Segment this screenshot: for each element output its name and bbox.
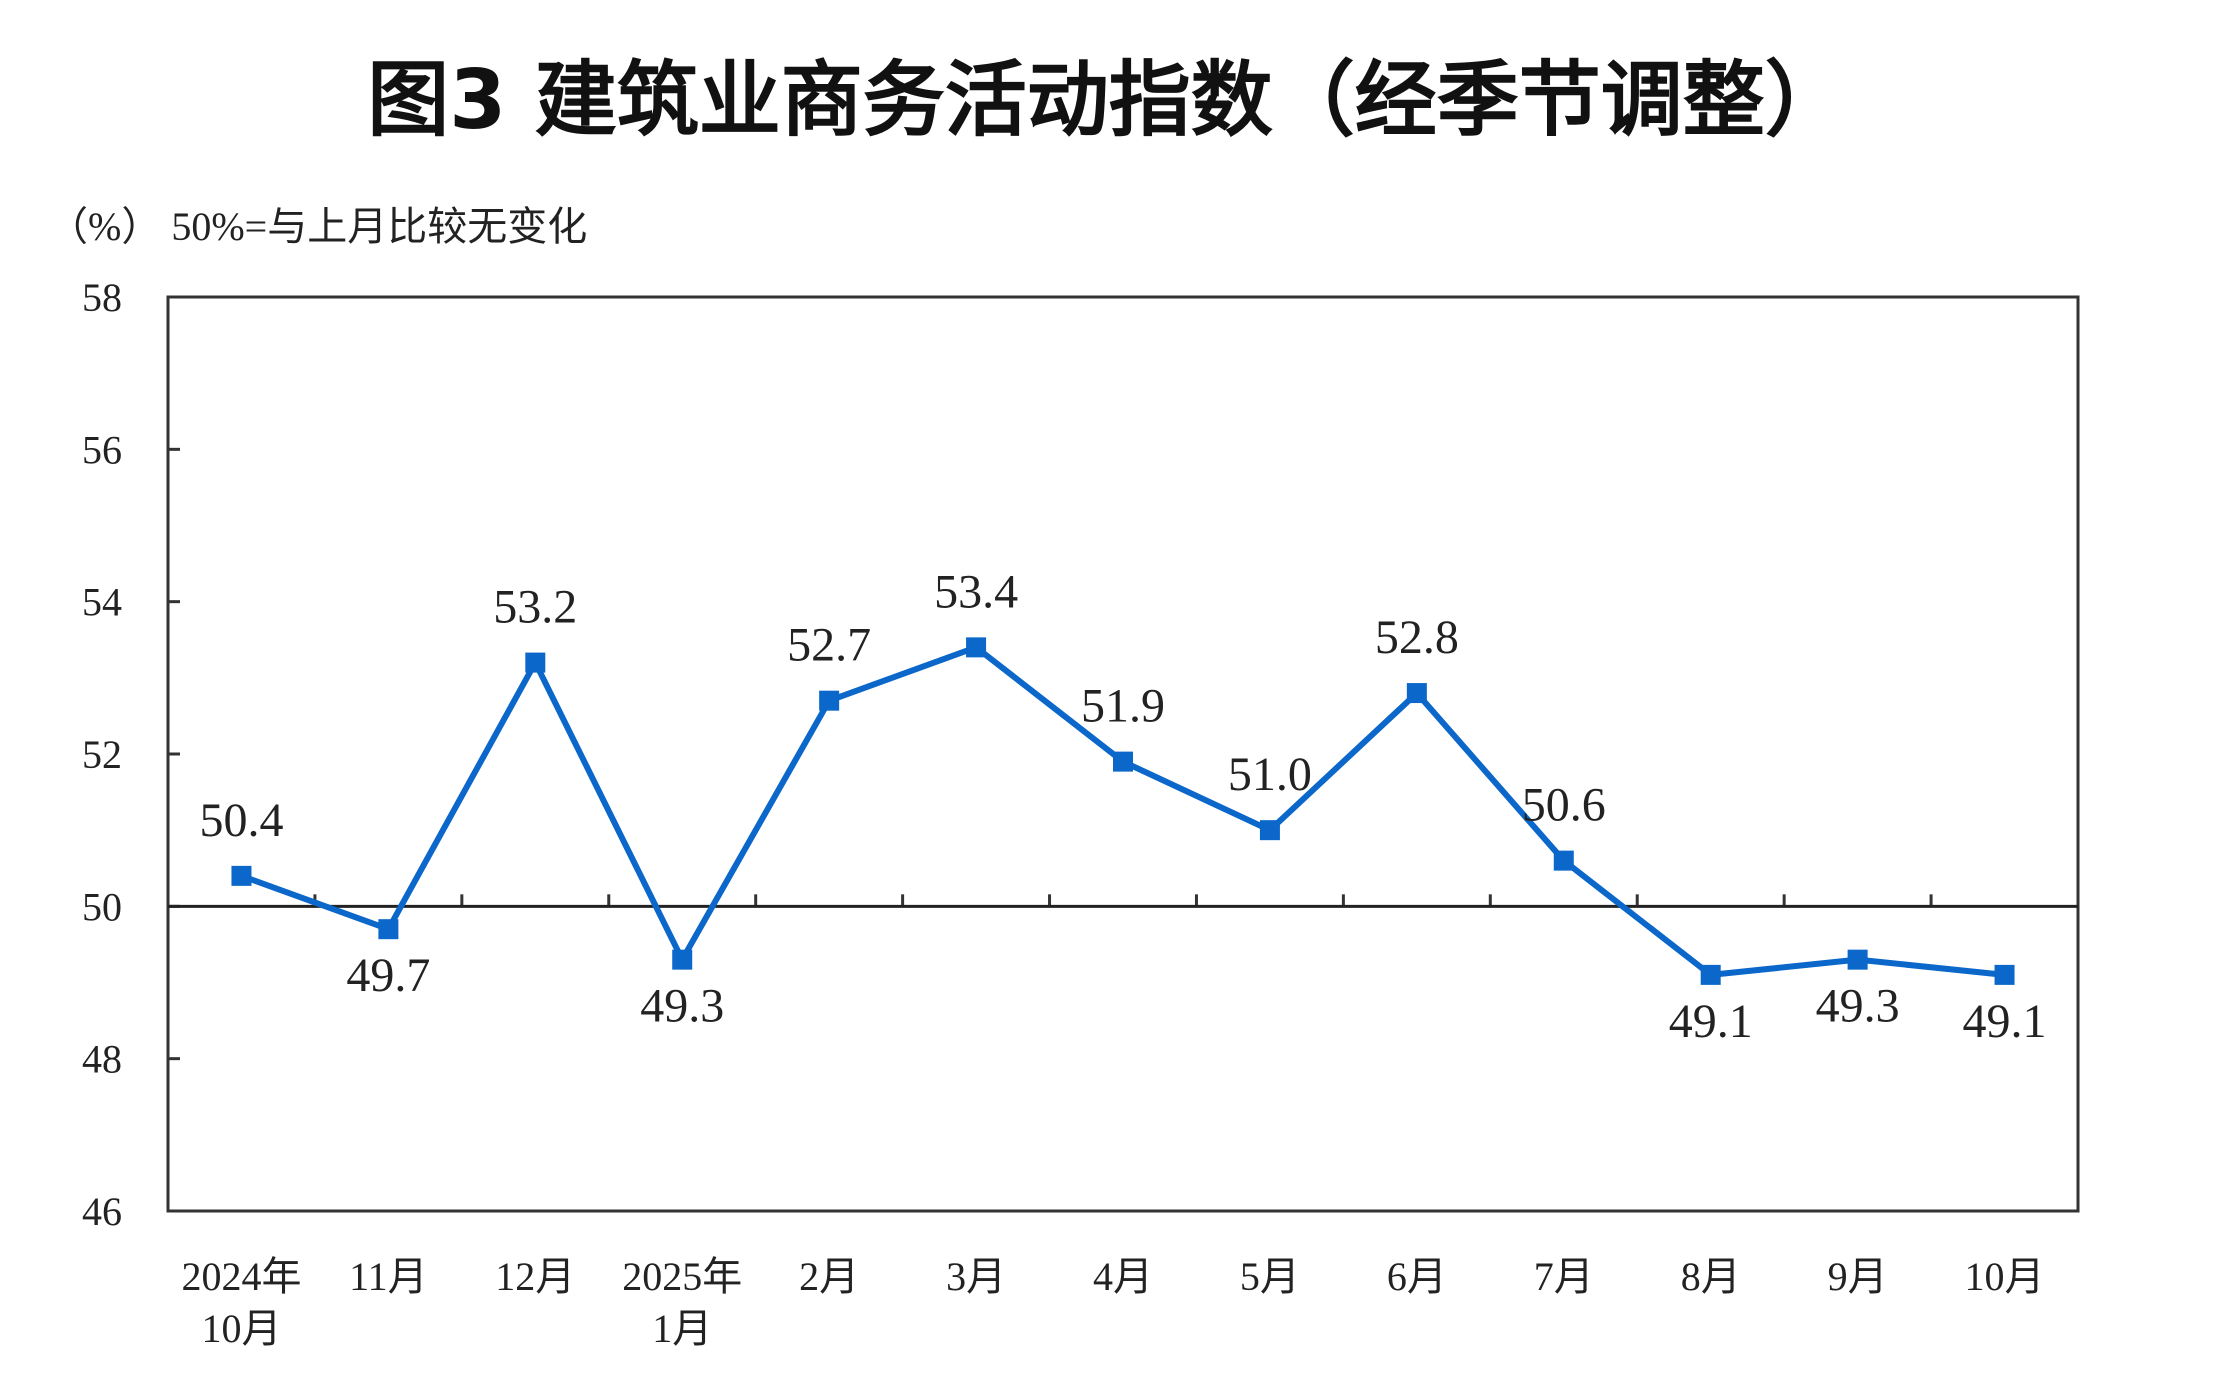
data-point-marker: [1113, 751, 1133, 772]
data-label: 49.1: [1669, 995, 1753, 1048]
series-line: 50.4 49.7 53.2 49.3 52.7 53.4 51.9 51.0 52.8 50.6…: [199, 565, 2046, 1048]
data-label: 52.7: [787, 619, 871, 672]
x-tick-label: 10月: [201, 1306, 281, 1351]
data-label: 49.7: [346, 949, 430, 1002]
x-tick-label: 4月: [1093, 1254, 1153, 1299]
data-label: 49.3: [1816, 980, 1900, 1033]
data-point-marker: [1847, 949, 1868, 970]
data-label: 49.1: [1963, 995, 2047, 1048]
data-point-marker: [231, 865, 252, 886]
x-tick-label: 9月: [1828, 1254, 1888, 1299]
y-tick-label: 58: [82, 275, 122, 320]
data-point-marker: [672, 949, 693, 970]
y-tick-label: 50: [82, 884, 122, 929]
data-label: 53.4: [934, 565, 1018, 618]
x-tick-label: 2024年: [181, 1254, 301, 1299]
chart-title: 图3 建筑业商务活动指数（经季节调整）: [367, 53, 1847, 148]
y-tick-label: 56: [82, 427, 122, 472]
data-point-marker: [1700, 964, 1721, 985]
x-tick-label: 12月: [495, 1254, 575, 1299]
x-tick-label: 2月: [799, 1254, 859, 1299]
data-point-marker: [525, 652, 546, 673]
x-axis: 2024年 10月 11月 12月 2025年 1月 2月 3月 4月 5月 6月 7月 8月 9月 10月: [181, 894, 2045, 1351]
data-point-marker: [1994, 964, 2015, 985]
data-label: 49.3: [640, 980, 724, 1033]
x-tick-label: 1月: [652, 1306, 712, 1351]
x-tick-label: 5月: [1240, 1254, 1300, 1299]
y-tick-label: 46: [82, 1189, 122, 1234]
x-tick-label: 6月: [1387, 1254, 1447, 1299]
x-tick-label: 11月: [349, 1254, 428, 1299]
data-label: 51.0: [1228, 748, 1312, 801]
x-tick-label: 7月: [1534, 1254, 1594, 1299]
data-point-marker: [1553, 850, 1574, 871]
x-tick-label: 2025年: [622, 1254, 742, 1299]
data-point-marker: [1259, 820, 1280, 841]
data-point-marker: [378, 919, 399, 940]
data-point-marker: [1406, 683, 1427, 704]
x-tick-label: 8月: [1681, 1254, 1741, 1299]
data-label: 50.6: [1522, 779, 1606, 832]
y-tick-label: 52: [82, 732, 122, 777]
data-label: 50.4: [199, 794, 283, 847]
x-tick-label: 3月: [946, 1254, 1006, 1299]
data-label: 53.2: [493, 581, 577, 634]
data-point-marker: [819, 690, 840, 711]
data-label: 51.9: [1081, 680, 1165, 733]
data-point-marker: [966, 637, 987, 658]
y-axis: 46 48 50 52 54 56 58: [82, 275, 180, 1234]
unit-note: （%） 50%=与上月比较无变化: [48, 204, 587, 249]
x-tick-label: 10月: [1965, 1254, 2045, 1299]
y-tick-label: 48: [82, 1037, 122, 1082]
data-label: 52.8: [1375, 611, 1459, 664]
y-tick-label: 54: [82, 580, 122, 625]
